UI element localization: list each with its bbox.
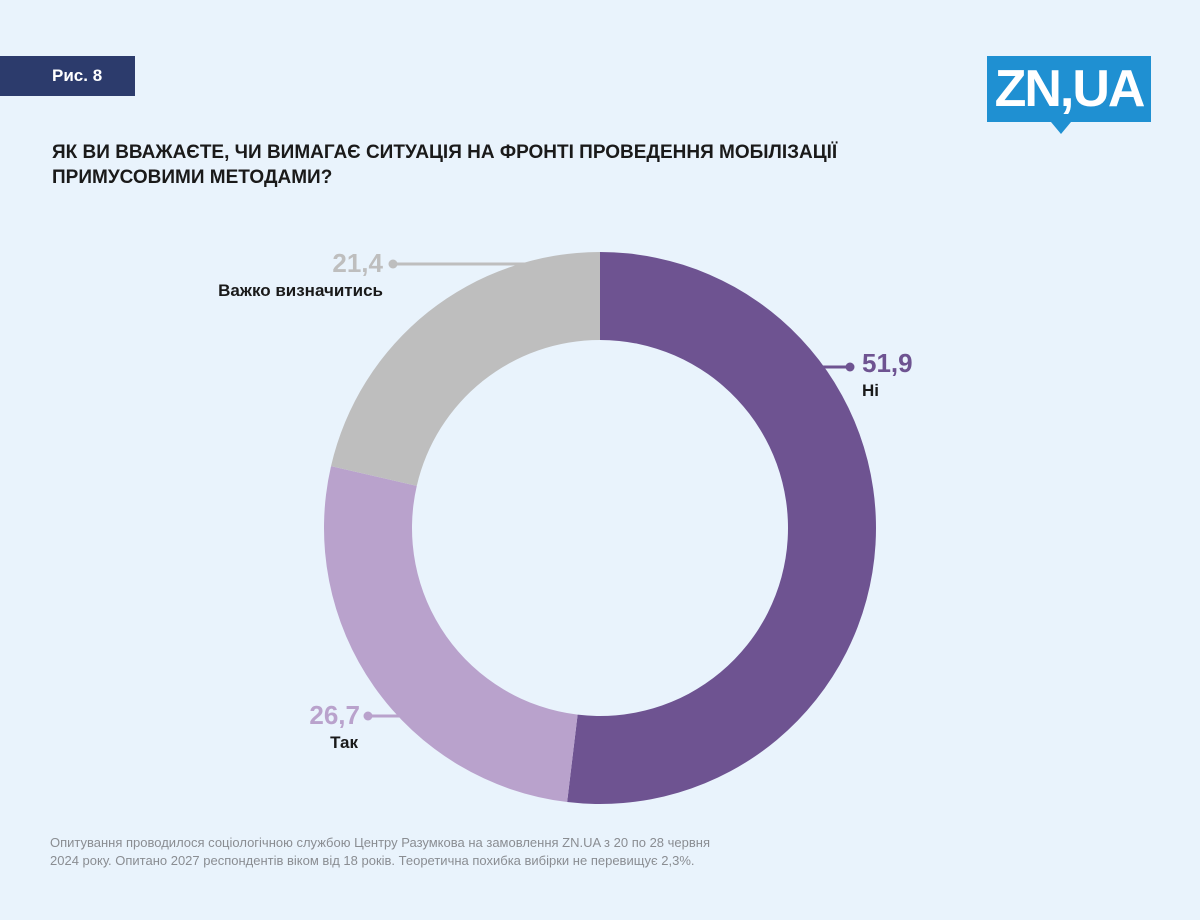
donut-slice	[567, 252, 877, 805]
category-label: Ні	[862, 381, 879, 400]
value-label: 21,4	[332, 248, 383, 278]
figure-label: Рис. 8	[0, 56, 135, 96]
value-label: 51,9	[862, 348, 913, 378]
chart-title: ЯК ВИ ВВАЖАЄТЕ, ЧИ ВИМАГАЄ СИТУАЦІЯ НА Ф…	[52, 142, 838, 188]
category-label: Важко визначитись	[218, 281, 383, 300]
zn-ua-logo: ZN,UA	[987, 56, 1151, 134]
leader-dot	[363, 711, 373, 721]
value-label: 26,7	[309, 700, 360, 730]
leader-dot	[845, 362, 855, 372]
category-label: Так	[330, 733, 358, 752]
leader-dot	[388, 259, 398, 269]
survey-note: Опитування проводилося соціологічною слу…	[50, 835, 711, 868]
donut-slice	[331, 252, 600, 486]
donut-slice	[323, 466, 578, 803]
